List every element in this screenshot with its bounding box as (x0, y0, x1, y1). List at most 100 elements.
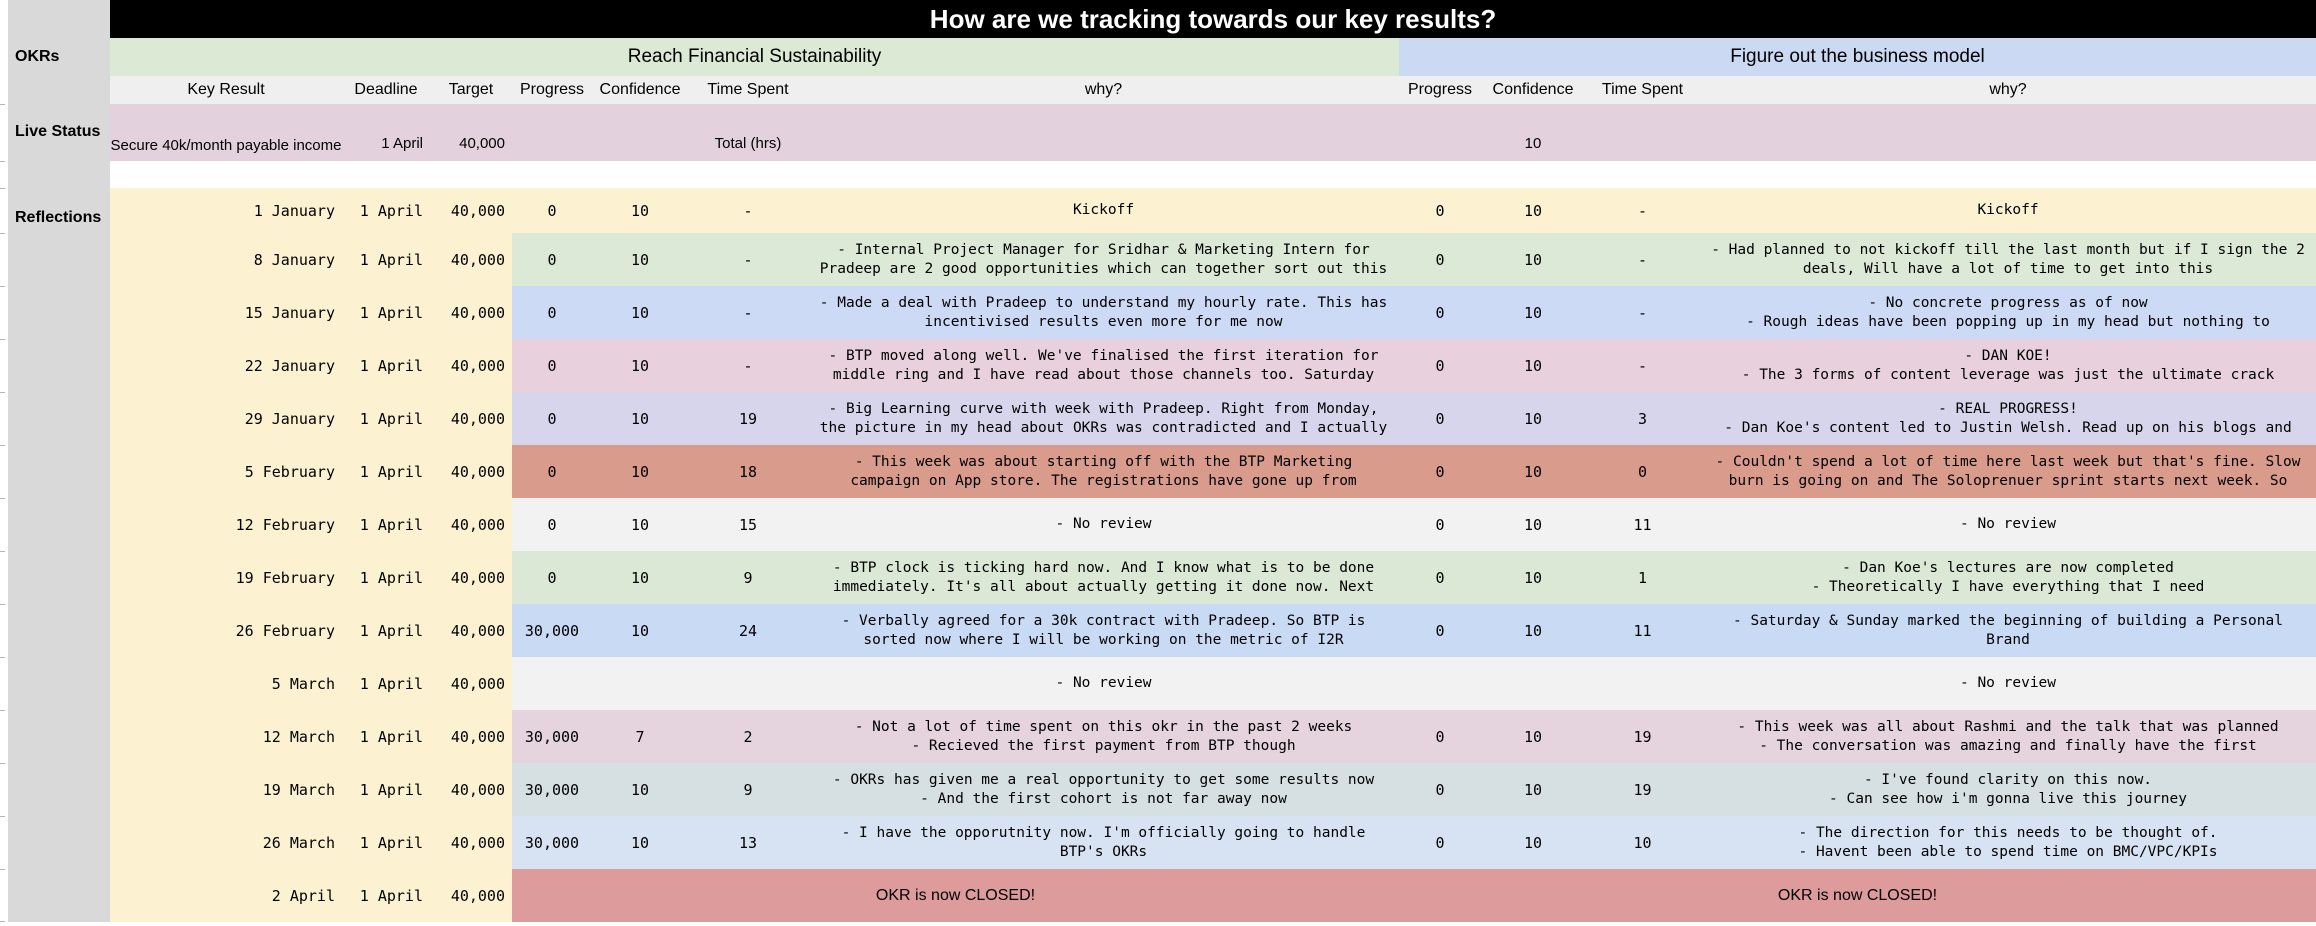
reflection-date-cell[interactable]: 19 March (262, 780, 335, 799)
why-cell[interactable]: - I have the opporutnity now. I'm offici… (808, 816, 1399, 869)
reflection-date-cell[interactable]: 2 April (271, 886, 335, 905)
progress-cell[interactable] (1399, 657, 1481, 710)
time-spent-cell[interactable]: - (1585, 233, 1700, 286)
title-bar[interactable]: How are we tracking towards our key resu… (110, 0, 2316, 38)
why-cell[interactable]: - Not a lot of time spent on this okr in… (808, 710, 1399, 763)
time-spent-cell[interactable]: 9 (688, 763, 808, 816)
header-progress-1[interactable]: Progress (519, 81, 585, 98)
confidence-cell[interactable]: 10 (1481, 188, 1585, 233)
progress-cell[interactable]: 30,000 (512, 710, 592, 763)
reflection-date-cell[interactable]: 22 January (244, 356, 335, 375)
header-progress-2[interactable]: Progress (1407, 81, 1473, 98)
progress-cell[interactable]: 0 (1399, 498, 1481, 551)
confidence-cell[interactable]: 10 (592, 763, 688, 816)
confidence-cell[interactable]: 10 (592, 233, 688, 286)
time-spent-cell[interactable]: 0 (1585, 445, 1700, 498)
time-spent-cell[interactable]: 2 (688, 710, 808, 763)
progress-cell[interactable]: 0 (512, 498, 592, 551)
live-key-result-cell[interactable]: Secure 40k/month payable income (110, 137, 342, 154)
reflection-target-cell[interactable]: 40,000 (450, 462, 505, 481)
why-cell[interactable]: - No review (1700, 498, 2316, 551)
confidence-cell[interactable]: 10 (592, 445, 688, 498)
okr-band-business-model[interactable]: Figure out the business model (1399, 38, 2316, 76)
reflection-deadline-cell[interactable]: 1 April (359, 515, 423, 534)
header-key-result[interactable]: Key Result (187, 81, 265, 98)
why-cell[interactable]: - Dan Koe's lectures are now completed - … (1700, 551, 2316, 604)
progress-cell[interactable]: 0 (512, 188, 592, 233)
confidence-cell[interactable]: 10 (592, 392, 688, 445)
progress-cell[interactable]: 0 (1399, 604, 1481, 657)
reflection-deadline-cell[interactable]: 1 April (359, 833, 423, 852)
confidence-cell[interactable]: 10 (1481, 233, 1585, 286)
live-time-spent-cell-1[interactable]: Total (hrs) (714, 135, 782, 152)
time-spent-cell[interactable]: 10 (1585, 816, 1700, 869)
reflection-target-cell[interactable]: 40,000 (450, 886, 505, 905)
progress-cell[interactable]: 30,000 (512, 763, 592, 816)
live-time-spent-cell-2[interactable] (1585, 104, 1700, 161)
live-confidence-cell-1[interactable] (592, 104, 688, 161)
header-confidence-1[interactable]: Confidence (599, 81, 681, 98)
reflection-target-cell[interactable]: 40,000 (450, 621, 505, 640)
reflection-target-cell[interactable]: 40,000 (450, 780, 505, 799)
progress-cell[interactable]: 0 (512, 339, 592, 392)
confidence-cell[interactable]: 10 (592, 604, 688, 657)
why-cell[interactable]: - OKRs has given me a real opportunity t… (808, 763, 1399, 816)
reflection-deadline-cell[interactable]: 1 April (359, 674, 423, 693)
reflection-deadline-cell[interactable]: 1 April (359, 462, 423, 481)
confidence-cell[interactable]: 10 (1481, 816, 1585, 869)
why-cell[interactable]: - BTP clock is ticking hard now. And I k… (808, 551, 1399, 604)
time-spent-cell[interactable]: - (688, 339, 808, 392)
reflection-target-cell[interactable]: 40,000 (450, 356, 505, 375)
reflection-deadline-cell[interactable]: 1 April (359, 727, 423, 746)
confidence-cell[interactable]: 10 (592, 816, 688, 869)
confidence-cell[interactable] (592, 657, 688, 710)
why-cell[interactable]: Kickoff (808, 188, 1399, 233)
why-cell[interactable]: - Big Learning curve with week with Prad… (808, 392, 1399, 445)
why-cell[interactable]: - The direction for this needs to be tho… (1700, 816, 2316, 869)
reflection-date-cell[interactable]: 29 January (244, 409, 335, 428)
time-spent-cell[interactable]: - (688, 233, 808, 286)
header-deadline[interactable]: Deadline (354, 81, 418, 98)
progress-cell[interactable]: 0 (512, 551, 592, 604)
reflection-deadline-cell[interactable]: 1 April (359, 201, 423, 220)
reflection-deadline-cell[interactable]: 1 April (359, 780, 423, 799)
confidence-cell[interactable]: 10 (1481, 339, 1585, 392)
header-time-spent-1[interactable]: Time Spent (707, 81, 789, 98)
time-spent-cell[interactable]: 19 (1585, 763, 1700, 816)
time-spent-cell[interactable]: 11 (1585, 498, 1700, 551)
progress-cell[interactable]: 0 (512, 392, 592, 445)
progress-cell[interactable]: 0 (1399, 816, 1481, 869)
reflection-date-cell[interactable]: 5 March (271, 674, 335, 693)
why-cell[interactable]: - This week was all about Rashmi and the… (1700, 710, 2316, 763)
live-progress-cell-2[interactable] (1399, 104, 1481, 161)
reflection-date-cell[interactable]: 15 January (244, 303, 335, 322)
reflection-target-cell[interactable]: 40,000 (450, 568, 505, 587)
reflection-date-cell[interactable]: 26 February (235, 621, 335, 640)
why-cell[interactable]: - REAL PROGRESS! - Dan Koe's content led … (1700, 392, 2316, 445)
progress-cell[interactable]: 0 (512, 233, 592, 286)
confidence-cell[interactable]: 10 (592, 498, 688, 551)
live-why-cell-2[interactable] (1700, 104, 2316, 161)
reflection-deadline-cell[interactable]: 1 April (359, 886, 423, 905)
confidence-cell[interactable]: 10 (1481, 551, 1585, 604)
why-cell[interactable]: - Verbally agreed for a 30k contract wit… (808, 604, 1399, 657)
confidence-cell[interactable]: 7 (592, 710, 688, 763)
reflection-deadline-cell[interactable]: 1 April (359, 356, 423, 375)
live-why-cell-1[interactable] (808, 104, 1399, 161)
reflection-target-cell[interactable]: 40,000 (450, 303, 505, 322)
time-spent-cell[interactable]: 13 (688, 816, 808, 869)
progress-cell[interactable]: 30,000 (512, 604, 592, 657)
time-spent-cell[interactable]: 19 (688, 392, 808, 445)
progress-cell[interactable]: 0 (1399, 233, 1481, 286)
time-spent-cell[interactable]: - (688, 188, 808, 233)
why-cell[interactable]: - Internal Project Manager for Sridhar &… (808, 233, 1399, 286)
time-spent-cell[interactable] (1585, 657, 1700, 710)
okr-band-financial[interactable]: Reach Financial Sustainability (110, 38, 1399, 76)
why-cell[interactable]: - DAN KOE! - The 3 forms of content lever… (1700, 339, 2316, 392)
progress-cell[interactable]: 0 (512, 286, 592, 339)
reflection-date-cell[interactable]: 26 March (262, 833, 335, 852)
confidence-cell[interactable]: 10 (1481, 604, 1585, 657)
okr-closed-cell[interactable]: OKR is now CLOSED! (1399, 869, 2316, 922)
reflection-target-cell[interactable]: 40,000 (450, 833, 505, 852)
confidence-cell[interactable]: 10 (1481, 392, 1585, 445)
